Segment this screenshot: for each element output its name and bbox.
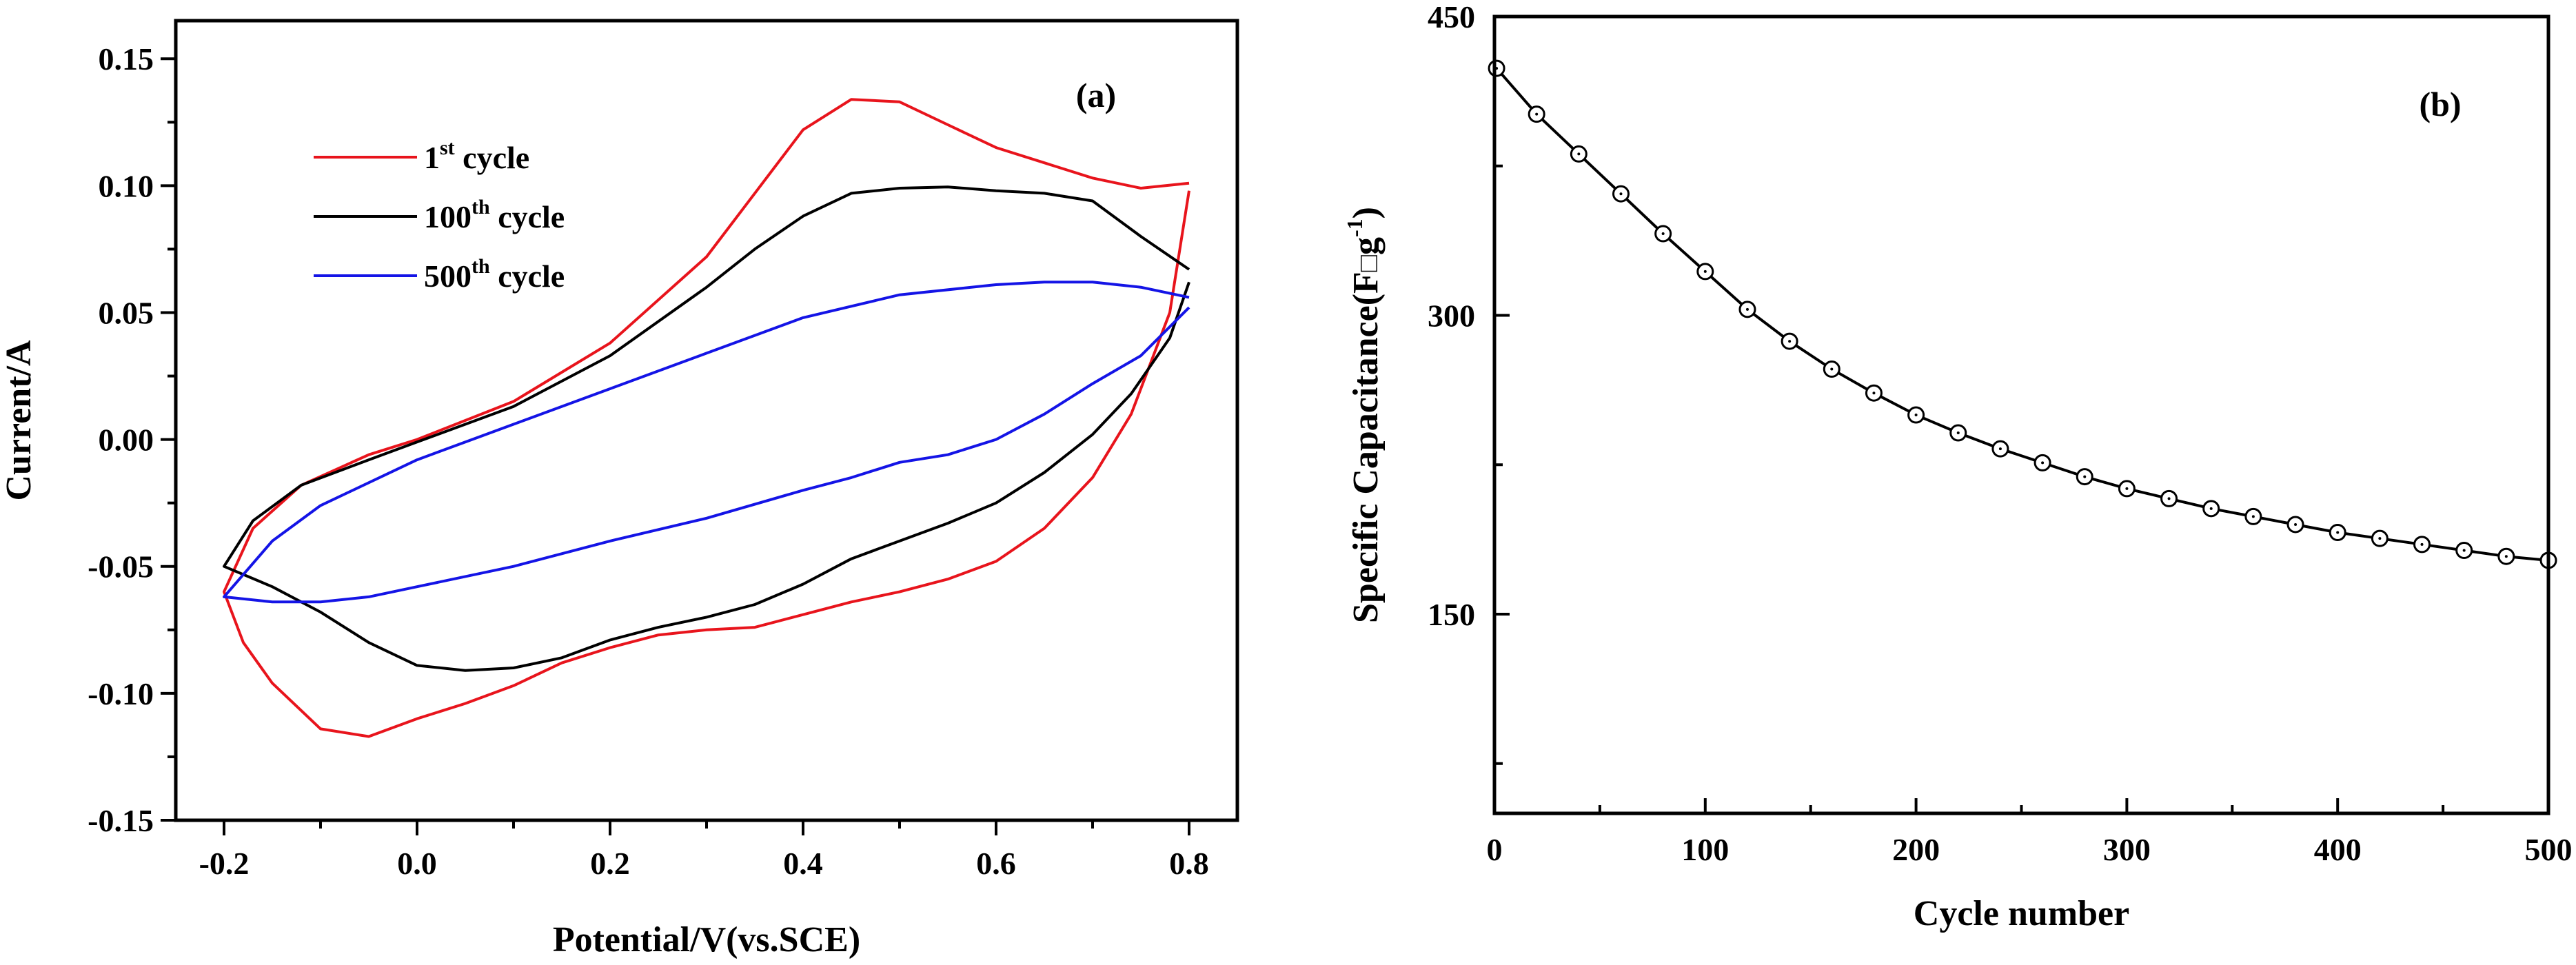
data-point-dot-b (1914, 414, 1918, 416)
y-tick-label-a: 0.05 (99, 295, 154, 330)
series-line-3 (223, 281, 1190, 604)
legend-entry-1: 1st cycle (424, 136, 529, 175)
y-tick-label-a: -0.05 (88, 549, 154, 585)
x-tick-label-b: 200 (1892, 832, 1940, 867)
x-tick-label-a: -0.2 (199, 846, 250, 881)
y-tick-label-a: -0.10 (88, 676, 154, 711)
y-tick-label-b: 150 (1428, 597, 1475, 632)
data-point-dot-b (1703, 270, 1707, 273)
data-point-dot-b (2209, 507, 2213, 510)
data-point-dot-b (1577, 152, 1581, 156)
x-tick-label-a: 0.0 (397, 846, 437, 881)
x-tick-label-a: 0.8 (1169, 846, 1209, 881)
series-line-2 (223, 185, 1190, 672)
panel-a: -0.2 0.0 0.2 0.4 0.6 0.8 -0.15 -0.10 -0.05 0.00 0.… (0, 19, 1239, 959)
panel-label-b: (b) (2419, 85, 2461, 123)
x-tick-label-a: 0.2 (590, 846, 630, 881)
data-point-dot-b (1745, 307, 1749, 311)
y-tick-label-a: -0.15 (88, 803, 154, 838)
data-point-dot-b (1956, 431, 1960, 435)
data-point-dot-b (2378, 537, 2382, 540)
data-point-dot-b (2420, 542, 2424, 546)
y-tick-label-a: 0.00 (99, 423, 154, 458)
data-point-dot-b (1788, 340, 1792, 343)
data-point-dot-b (2083, 475, 2087, 478)
panel-b: 0 100 200 300 400 500 150 300 450 Cycle number Spe… (1342, 0, 2573, 933)
y-axis-title-a: Current/A (0, 340, 39, 500)
plot-frame-a (174, 19, 1239, 822)
x-tick-label-a: 0.6 (976, 846, 1016, 881)
legend-a: 1st cycle 100th cycle 500th cycle (314, 136, 565, 294)
data-point-dot-b (1998, 447, 2002, 451)
panel-label-a: (a) (1076, 76, 1116, 114)
x-axis-title-b: Cycle number (1914, 894, 2129, 933)
data-point-dot-b (2125, 487, 2129, 490)
y-tick-label-a: 0.15 (99, 41, 154, 77)
data-point-dot-b (2462, 549, 2466, 552)
data-point-dot-b (2167, 497, 2171, 500)
series-line-b (1495, 67, 2549, 562)
x-tick-label-a: 0.4 (783, 846, 823, 881)
x-tick-label-b: 300 (2103, 832, 2151, 867)
legend-entry-2: 100th cycle (424, 196, 565, 234)
plot-frame-b (1492, 14, 2550, 815)
data-point-dot-b (2336, 531, 2340, 534)
x-tick-label-b: 0 (1487, 832, 1503, 867)
y-tick-label-b: 450 (1428, 0, 1475, 34)
data-point-dot-b (1872, 392, 1876, 395)
series-line-1 (223, 98, 1190, 738)
data-point-dot-b (1661, 232, 1665, 236)
data-point-dot-b (1830, 367, 1834, 371)
x-tick-label-b: 500 (2525, 832, 2573, 867)
legend-entry-3: 500th cycle (424, 255, 565, 294)
data-point-dot-b (2251, 515, 2255, 518)
data-point-dot-b (1535, 112, 1539, 116)
data-point-dot-b (1619, 192, 1623, 196)
data-point-dot-b (2041, 461, 2045, 465)
y-tick-label-b: 300 (1428, 298, 1475, 334)
x-tick-label-b: 400 (2314, 832, 2362, 867)
y-tick-label-a: 0.10 (99, 168, 154, 203)
x-tick-label-b: 100 (1681, 832, 1729, 867)
data-point-dot-b (2504, 555, 2508, 558)
x-axis-title-a: Potential/V(vs.SCE) (553, 920, 860, 959)
data-point-dot-b (2294, 522, 2298, 526)
y-axis-title-b: Specific Capacitance(F□g-1) (1342, 207, 1386, 623)
